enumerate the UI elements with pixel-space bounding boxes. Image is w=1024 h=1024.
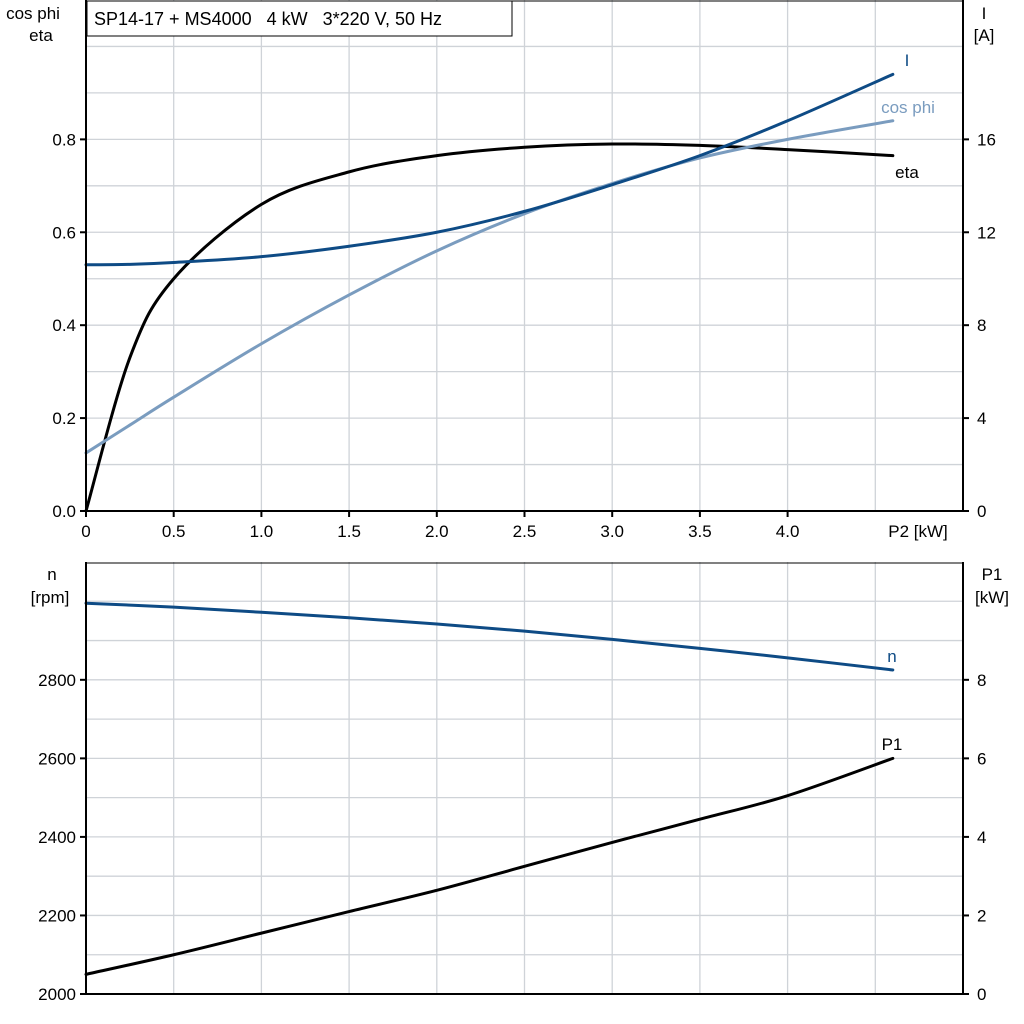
tick-labels: 0.0 0.2 0.4 0.6 0.8 0 4 8 12 16 0 0.5 1.0 1.5 2.0 2.5 3.… — [38, 130, 996, 1004]
right-tick-label: 4 — [977, 828, 986, 847]
x-tick-label: 3.0 — [600, 522, 624, 541]
top-grid — [86, 0, 963, 511]
x-tick-label: 0.5 — [162, 522, 186, 541]
bottom-left-axis-label-1: n — [47, 565, 56, 584]
series-line-I — [84, 72, 895, 267]
right-tick-label: 12 — [977, 223, 996, 242]
x-axis-label: P2 [kW] — [888, 522, 948, 541]
right-tick-label: 2 — [977, 906, 986, 925]
right-tick-label: 4 — [977, 409, 986, 428]
top-right-axis-label-2: [A] — [974, 26, 995, 45]
chart-title: SP14-17 + MS4000 4 kW 3*220 V, 50 Hz — [94, 9, 442, 29]
curves — [84, 72, 895, 976]
x-tick-label: 1.0 — [250, 522, 274, 541]
top-left-axis-label-1: cos phi — [6, 4, 60, 23]
x-tick-label: 0 — [81, 522, 90, 541]
axes — [80, 0, 969, 995]
series-line-cos-phi — [84, 119, 895, 455]
series-line-P1 — [84, 756, 895, 976]
x-tick-label: 2.0 — [425, 522, 449, 541]
series-label-I: I — [905, 51, 910, 70]
bottom-grid — [86, 562, 963, 994]
bottom-right-axis-label-1: P1 — [982, 565, 1003, 584]
right-tick-label: 8 — [977, 671, 986, 690]
left-tick-label: 0.6 — [52, 223, 76, 242]
x-tick-label: 1.5 — [337, 522, 361, 541]
series-line-eta — [84, 142, 895, 513]
right-tick-label: 8 — [977, 316, 986, 335]
left-tick-label: 2800 — [38, 671, 76, 690]
left-tick-label: 0.8 — [52, 130, 76, 149]
series-label-eta: eta — [895, 163, 919, 182]
title-box — [86, 0, 513, 37]
bottom-left-axis-label-2: [rpm] — [31, 588, 70, 607]
right-tick-label: 16 — [977, 130, 996, 149]
bottom-right-axis-label-2: [kW] — [975, 588, 1009, 607]
top-left-axis-label-2: eta — [29, 26, 53, 45]
series-line-n — [84, 601, 895, 672]
x-tick-label: 4.0 — [776, 522, 800, 541]
series-label-cos-phi: cos phi — [881, 98, 935, 117]
left-tick-label: 2000 — [38, 985, 76, 1004]
right-tick-label: 0 — [977, 502, 986, 521]
left-tick-label: 0.0 — [52, 502, 76, 521]
right-tick-label: 6 — [977, 749, 986, 768]
left-tick-label: 0.2 — [52, 409, 76, 428]
right-tick-label: 0 — [977, 985, 986, 1004]
x-tick-label: 3.5 — [688, 522, 712, 541]
left-tick-label: 2200 — [38, 906, 76, 925]
left-tick-label: 0.4 — [52, 316, 76, 335]
left-tick-label: 2400 — [38, 828, 76, 847]
series-label-n: n — [887, 647, 896, 666]
series-label-P1: P1 — [882, 735, 903, 754]
top-right-axis-label-1: I — [982, 4, 987, 23]
x-tick-label: 2.5 — [513, 522, 537, 541]
left-tick-label: 2600 — [38, 749, 76, 768]
